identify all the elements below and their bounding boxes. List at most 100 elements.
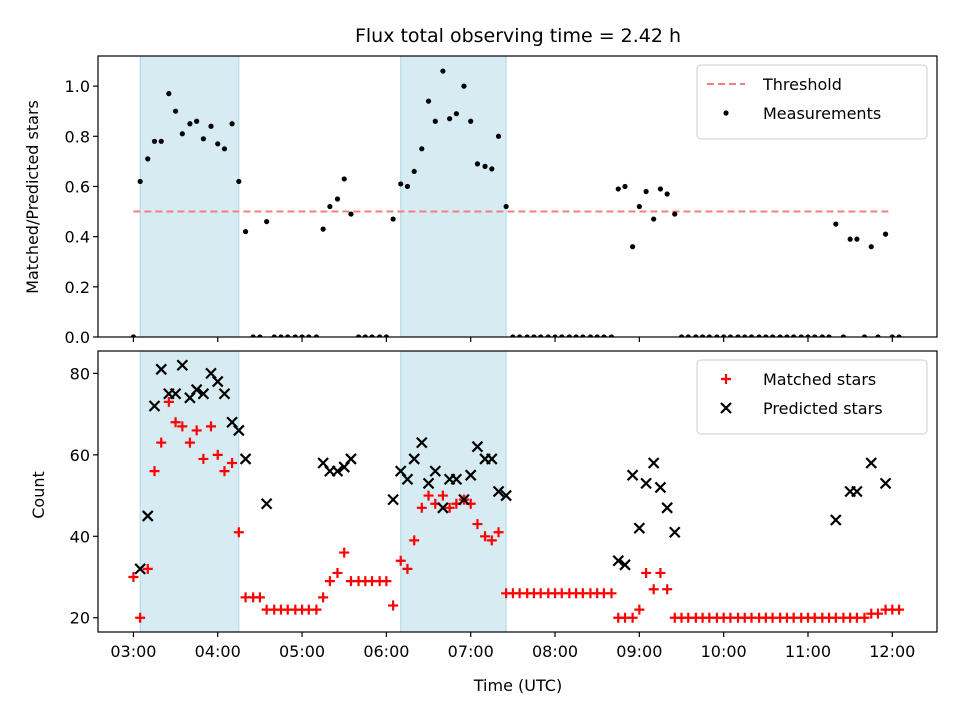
predicted-stars-point: [619, 559, 631, 571]
matched-stars-point: [655, 567, 666, 578]
measurement-point: [812, 334, 818, 337]
x-tick-label: 10:00: [701, 642, 747, 661]
measurement-point: [377, 334, 383, 337]
measurement-point: [657, 186, 664, 192]
predicted-stars-point: [148, 400, 161, 412]
matched-stars-point: [198, 453, 209, 464]
y-tick-label: 0.2: [65, 278, 90, 297]
observing-window-shade: [139, 56, 240, 337]
y-tick-label: 0.6: [65, 177, 90, 196]
measurement-point: [721, 334, 727, 337]
measurement-point: [545, 334, 551, 337]
measurement-point: [166, 91, 172, 97]
y-tick-label: 0.0: [65, 328, 90, 347]
panel-0-plot-area: [130, 56, 902, 337]
predicted-stars-point: [865, 457, 878, 469]
matched-stars-point: [324, 576, 335, 587]
predicted-stars-point: [661, 502, 673, 514]
matched-stars-point: [627, 612, 638, 623]
panel-1-plot-area: [128, 351, 905, 632]
legend-matched-stars-point-swatch: [721, 374, 731, 384]
matched-stars-point: [135, 612, 146, 623]
predicted-stars-point: [429, 465, 442, 477]
measurement-point: [461, 83, 467, 89]
measurement-point: [271, 334, 277, 337]
measurement-point: [833, 221, 839, 227]
matched-stars-point: [662, 584, 673, 595]
x-tick-label: 12:00: [869, 642, 915, 661]
measurement-point: [763, 334, 769, 337]
predicted-stars-point: [239, 453, 252, 465]
measurement-point: [419, 146, 425, 152]
x-tick-label: 04:00: [195, 642, 241, 661]
predicted-stars-point: [464, 469, 477, 481]
plot-layer: 0.0 0.2 0.4 0.6 0.8 1.0 Threshold Measurements 2…: [65, 55, 938, 661]
measurement-point: [404, 183, 411, 190]
predicted-stars-point: [492, 485, 505, 498]
x-tick-label: 03:00: [110, 642, 156, 661]
measurement-point: [411, 168, 417, 175]
panel-0: 0.0 0.2 0.4 0.6 0.8 1.0 Threshold Measurements: [65, 55, 938, 347]
x-tick-label: 09:00: [616, 642, 662, 661]
measurement-point: [693, 334, 699, 337]
measurement-point: [875, 334, 881, 337]
measurement-point: [629, 244, 636, 250]
matched-stars-point: [480, 531, 491, 542]
matched-stars-point: [395, 555, 406, 566]
matched-stars-point: [472, 519, 483, 530]
measurement-point: [706, 334, 712, 337]
measurement-point: [285, 334, 291, 337]
measurement-point: [383, 334, 389, 337]
measurement-point: [447, 116, 453, 122]
matched-stars-point: [339, 547, 350, 558]
measurement-point: [355, 334, 362, 337]
measurement-point: [327, 203, 333, 210]
panel-1-legend: Matched stars Predicted stars: [696, 359, 928, 435]
predicted-stars-point: [190, 383, 203, 396]
measurement-point: [868, 244, 874, 250]
x-axis-label: Time (UTC): [473, 676, 562, 695]
matched-stars-point: [227, 457, 238, 468]
predicted-stars-point: [408, 453, 420, 465]
measurement-point: [699, 334, 706, 337]
measurement-point: [524, 334, 530, 337]
measurement-point: [685, 334, 691, 337]
predicted-stars-point: [437, 502, 449, 514]
measurement-point: [882, 231, 889, 237]
measurement-point: [482, 163, 488, 169]
panel-1-frame: [97, 350, 938, 633]
predicted-stars-point: [197, 387, 210, 400]
matched-stars-point: [184, 437, 195, 448]
measurement-point: [769, 334, 776, 337]
measurement-point: [130, 334, 137, 337]
predicted-stars-point: [331, 465, 344, 477]
predicted-stars-point: [654, 481, 667, 494]
predicted-stars-point: [830, 514, 842, 526]
matched-stars-point: [388, 600, 399, 611]
predicted-stars-point: [450, 473, 463, 486]
measurement-point: [608, 334, 615, 337]
matched-stars-point: [233, 527, 244, 538]
predicted-stars-point: [211, 375, 224, 388]
panel-0-frame: [97, 55, 938, 338]
predicted-stars-point: [169, 387, 182, 400]
predicted-stars-point: [233, 424, 245, 437]
predicted-stars-point: [668, 526, 681, 539]
measurement-point: [432, 118, 438, 124]
measurement-point: [278, 334, 284, 337]
x-tick-label: 07:00: [448, 642, 494, 661]
legend-box: [696, 359, 928, 435]
measurement-point: [215, 141, 221, 147]
predicted-stars-point: [155, 363, 168, 376]
matched-stars-point: [423, 490, 434, 501]
legend-predicted-stars-point-swatch: [720, 402, 732, 414]
measurement-point: [784, 334, 790, 337]
observing-window-shade: [400, 56, 507, 337]
measurement-point: [651, 216, 657, 222]
predicted-stars-point: [612, 554, 625, 567]
measurement-point: [840, 334, 847, 337]
measurement-point: [468, 118, 474, 124]
panel-1: 20 40 60 80 03:00 04:00 05:00 06:00 07:00 08:00 09…: [70, 350, 938, 661]
matched-stars-point: [332, 567, 343, 578]
measurement-point: [334, 196, 341, 202]
